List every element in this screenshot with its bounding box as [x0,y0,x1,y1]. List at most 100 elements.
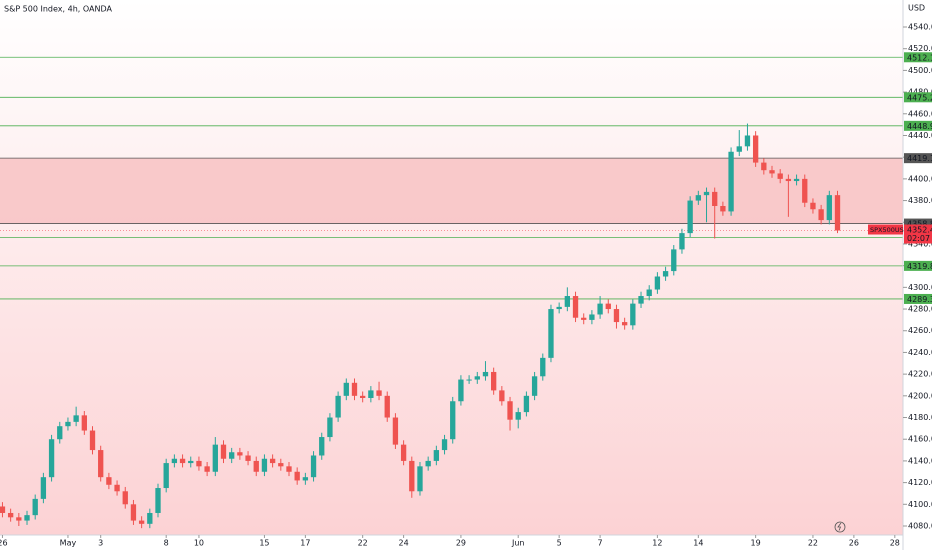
candle-body [114,484,120,492]
candle-body [319,437,325,456]
candle-body [605,303,611,310]
candle-body [531,376,538,396]
candle-body [400,444,407,461]
candle-body [57,426,63,440]
y-tick-label: 4080.0 [908,521,932,530]
level-label: 4319.8 [907,262,932,271]
candle-body [106,477,112,485]
range-zone [0,158,903,224]
candle-body [744,135,751,147]
candle-body [237,452,243,456]
y-tick-label: 4240.0 [908,348,932,357]
candle-body [343,382,349,396]
candle-body [646,289,652,297]
plot-background [0,0,903,535]
candle-body [48,439,55,478]
level-box [904,120,932,131]
y-tick-label: 4300.0 [908,283,932,292]
candle-body [89,430,96,451]
candle-body [261,458,268,472]
candle-body [523,395,530,413]
candle-body [147,512,153,524]
candle-body [687,200,693,234]
y-tick-label: 4440.0 [908,131,932,140]
level-box [904,52,932,63]
zone-edge-label: 4358.8 [907,220,932,229]
candle-body [613,309,620,323]
candle-body [351,382,358,396]
y-tick-label: 4540.0 [908,23,932,32]
candle-body [360,395,366,398]
candle-body [417,466,423,492]
y-tick-label: 4100.0 [908,500,932,509]
candle-body [736,146,742,152]
candle-body [40,477,47,499]
candle-body [679,233,685,250]
candle-body [245,455,251,461]
candle-body [188,460,194,464]
candle-body [793,178,800,182]
candle-body [507,401,513,420]
candle-body [621,322,628,326]
y-tick-label: 4460.0 [908,109,932,118]
x-tick-label: 26 [0,539,8,548]
candle-body [826,195,832,221]
lightning-icon[interactable] [834,521,846,533]
x-tick-label: 19 [751,539,761,548]
x-tick-label: 14 [693,539,703,548]
candle-body [433,450,440,461]
last-price-label: 4352.4 [907,226,932,235]
candle-body [720,205,726,212]
candle-body [458,379,464,402]
y-tick-label: 4340.0 [908,239,932,248]
y-tick-label: 4520.0 [908,44,932,53]
x-tick-label: 28 [890,539,900,548]
x-tick-label: 26 [849,539,859,548]
candle-body [703,191,710,196]
candle-body [376,390,382,396]
x-tick-label: 10 [194,539,204,548]
level-box [904,293,932,304]
candle-body [564,296,571,307]
candle-body [425,460,431,467]
candle-body [818,209,824,221]
candle-body [491,371,497,391]
candle-body [654,276,661,290]
candle-body [32,498,38,516]
candle-body [834,195,841,231]
candle-body [630,303,636,326]
x-tick-label: 8 [164,539,169,548]
candle-body [81,415,87,431]
candle-body [138,520,145,524]
candle-body [450,401,456,440]
candle-body [73,415,79,422]
zone-edge-box [904,218,932,229]
currency: USD [908,4,925,13]
chart-title: S&P 500 Index, 4h, OANDA [4,5,112,14]
candle-body [286,466,292,472]
candle-body [581,317,587,320]
zone-edge-label: 4419.1 [907,154,932,163]
candle-body [540,357,546,377]
y-tick-label: 4480.0 [908,88,932,97]
y-tick-label: 4400.0 [908,174,932,183]
candle-body [335,395,341,418]
y-tick-label: 4500.0 [908,66,932,75]
x-tick-label: May [60,539,77,548]
candle-body [802,178,808,203]
candle-body [777,173,783,179]
candle-body [278,463,284,467]
y-tick-label: 4140.0 [908,456,932,465]
candle-body [728,151,734,212]
candle-body [171,458,178,464]
candle-body [466,379,472,381]
level-label: 4289.3 [907,295,932,304]
candle-body [695,195,701,201]
candle-body [785,178,792,182]
candle-body [769,170,775,174]
candle-body [163,463,169,489]
candle-body [548,309,554,358]
candle-body [572,296,579,318]
candle-body [752,135,759,163]
candle-body [212,444,218,472]
